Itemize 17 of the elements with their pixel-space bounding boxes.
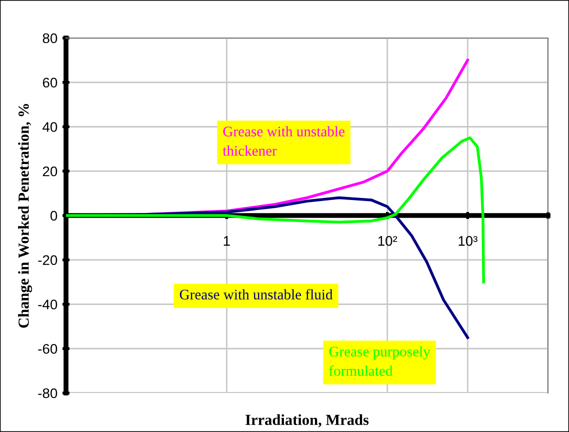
y-tick-label: -60	[38, 344, 58, 354]
x-tick-label: 10³	[458, 236, 478, 246]
y-tick-label: -20	[38, 255, 58, 266]
annotation: Grease purposely formulated	[329, 346, 430, 376]
y-tick-label: 0	[50, 210, 58, 221]
y-tick-label: 60	[42, 78, 58, 88]
x-tick-label: 10²	[378, 236, 398, 246]
y-axis-title: Change in Worked Penetration, %	[18, 104, 32, 328]
y-tick-label: 20	[42, 166, 58, 176]
x-axis-title: Irradiation, Mrads	[246, 414, 369, 428]
annotation: Grease with unstable fluid	[180, 289, 333, 300]
annotation: Grease with unstable thickener	[222, 126, 344, 156]
y-tick-label: 40	[42, 122, 58, 132]
x-tick-label: 1	[224, 236, 230, 246]
y-tick-label: -40	[38, 300, 58, 310]
y-tick-label: -80	[38, 388, 58, 398]
y-tick-label: 80	[42, 33, 58, 44]
